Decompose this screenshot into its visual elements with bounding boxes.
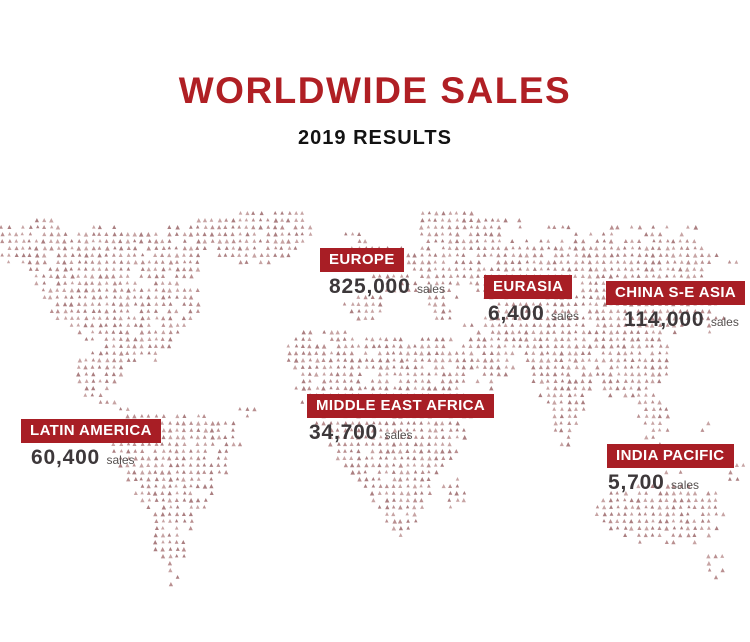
region-eurasia-stat: 6,400 sales: [488, 302, 579, 326]
region-china-se-asia-badge: CHINA S-E ASIA: [606, 281, 746, 305]
region-middle-east-africa: MIDDLE EAST AFRICA 34,700 sales: [307, 394, 495, 445]
region-middle-east-africa-badge: MIDDLE EAST AFRICA: [307, 394, 495, 418]
region-middle-east-africa-value: 34,700: [309, 421, 379, 444]
region-europe-unit: sales: [416, 282, 445, 296]
page-title: WORLDWIDE SALES: [178, 70, 572, 111]
region-china-se-asia-stat: 114,000 sales: [624, 308, 745, 332]
region-latin-america-badge: LATIN AMERICA: [21, 419, 161, 443]
region-china-se-asia: CHINA S-E ASIA 114,000 sales: [606, 281, 746, 332]
region-eurasia-unit: sales: [551, 309, 580, 323]
region-india-pacific-badge: INDIA PACIFIC: [607, 444, 734, 468]
region-india-pacific-unit: sales: [671, 478, 700, 492]
region-europe-badge: EUROPE: [320, 248, 404, 272]
region-eurasia: EURASIA 6,400 sales: [484, 275, 579, 326]
region-india-pacific: INDIA PACIFIC 5,700 sales: [607, 444, 734, 495]
region-europe: EUROPE 825,000 sales: [320, 248, 445, 299]
region-middle-east-africa-stat: 34,700 sales: [309, 421, 494, 445]
page-subtitle: 2019 RESULTS: [298, 127, 452, 149]
region-eurasia-badge: EURASIA: [484, 275, 573, 299]
region-eurasia-value: 6,400: [488, 302, 545, 325]
region-europe-value: 825,000: [329, 275, 411, 298]
region-europe-stat: 825,000 sales: [329, 275, 445, 299]
region-china-se-asia-value: 114,000: [624, 308, 705, 331]
region-latin-america: LATIN AMERICA 60,400 sales: [21, 419, 161, 470]
region-latin-america-stat: 60,400 sales: [31, 446, 161, 470]
region-latin-america-unit: sales: [106, 453, 135, 467]
region-china-se-asia-unit: sales: [710, 315, 739, 329]
region-latin-america-value: 60,400: [31, 446, 101, 469]
region-india-pacific-value: 5,700: [608, 471, 665, 494]
region-middle-east-africa-unit: sales: [384, 428, 413, 442]
region-india-pacific-stat: 5,700 sales: [608, 471, 734, 495]
header: WORLDWIDE SALES 2019 RESULTS: [0, 70, 750, 150]
